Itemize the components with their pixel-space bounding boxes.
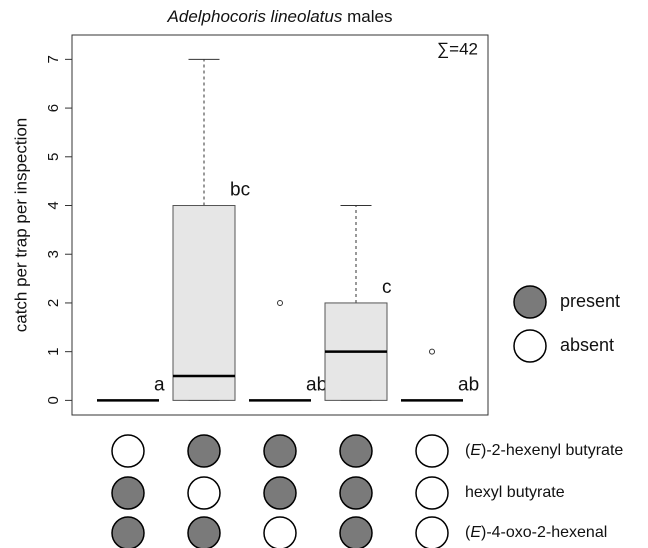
treatment-label-part: hexyl butyrate <box>465 484 565 501</box>
legend-swatch <box>513 285 547 319</box>
title-part: Adelphocoris lineolatus <box>167 7 343 26</box>
plot-frame <box>71 34 489 416</box>
y-tick-label: 0 <box>45 396 62 404</box>
treatment-dot <box>415 434 449 468</box>
treatment-dot <box>111 476 145 510</box>
treatment-dot <box>187 434 221 468</box>
group-label: ab <box>306 374 327 395</box>
treatment-label-part: E <box>470 524 481 541</box>
legend-swatch <box>513 329 547 363</box>
treatment-label: (E)-4-oxo-2-hexenal <box>465 524 607 541</box>
treatment-label: (E)-2-hexenyl butyrate <box>465 442 623 459</box>
legend-label: absent <box>560 335 614 355</box>
treatment-dot <box>187 516 221 548</box>
treatment-label-part: ( <box>465 442 471 459</box>
treatment-label-part: ( <box>465 524 471 541</box>
treatment-dot <box>263 476 297 510</box>
treatment-dot <box>415 516 449 548</box>
y-axis-label: catch per trap per inspection <box>11 118 30 333</box>
group-label: c <box>382 277 392 298</box>
outlier <box>429 348 435 355</box>
treatment-dot <box>263 516 297 548</box>
treatment-dot <box>339 434 373 468</box>
legend-label: present <box>560 291 620 311</box>
treatment-dot <box>339 476 373 510</box>
treatment-dot <box>187 476 221 510</box>
treatment-label-part: )-2-hexenyl butyrate <box>481 442 623 459</box>
treatment-dot <box>111 516 145 548</box>
treatment-label-part: )-4-oxo-2-hexenal <box>481 524 607 541</box>
group-label: bc <box>230 180 250 201</box>
group-label: ab <box>458 374 479 395</box>
box <box>172 205 236 401</box>
chart-title: Adelphocoris lineolatus males <box>167 7 393 26</box>
y-tick-label: 6 <box>45 104 62 112</box>
treatment-dot <box>111 434 145 468</box>
outlier <box>277 299 283 306</box>
y-tick-label: 1 <box>45 347 62 355</box>
treatment-dot <box>339 516 373 548</box>
treatment-dot <box>415 476 449 510</box>
y-tick-label: 2 <box>45 299 62 307</box>
y-tick-label: 3 <box>45 250 62 258</box>
treatment-dot <box>263 434 297 468</box>
annotation: ∑=42 <box>437 39 478 58</box>
group-label: a <box>154 374 165 395</box>
y-tick-label: 7 <box>45 55 62 63</box>
y-tick-label: 4 <box>45 201 62 209</box>
treatment-label: hexyl butyrate <box>465 484 565 501</box>
treatment-label-part: E <box>470 442 481 459</box>
title-part: males <box>342 7 392 26</box>
y-tick-label: 5 <box>45 153 62 161</box>
